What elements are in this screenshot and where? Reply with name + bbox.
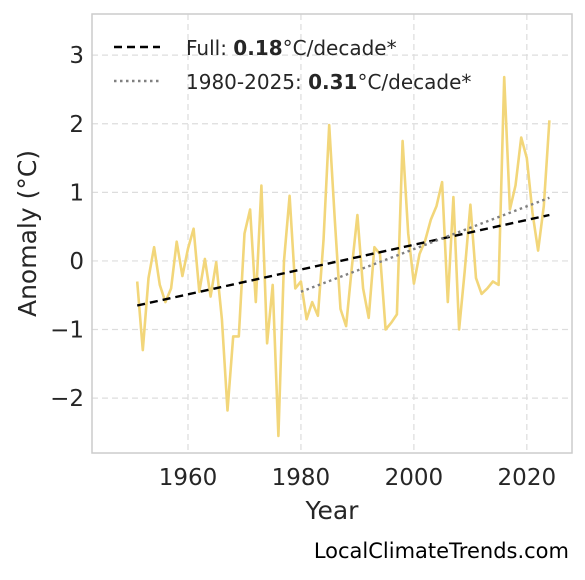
legend-full-rate: 0.18 [233,36,282,60]
legend-recent-unit: °C/decade* [357,70,471,94]
plot-frame [91,13,573,454]
y-tick-label: −1 [50,318,84,344]
legend-recent-entry: 1980-2025: 0.31°C/decade* [186,70,471,94]
tick-labels: 1960 1980 2000 2020 −2 −1 0 1 2 3 [50,43,556,491]
y-tick-label: −2 [50,386,84,412]
legend-full-label: Full: [186,36,233,60]
y-tick-label: 1 [69,180,84,206]
recent-trend-line [300,196,550,293]
x-axis-title: Year [305,496,360,525]
chart: 1960 1980 2000 2020 −2 −1 0 1 2 3 Year Anomaly (°… [13,13,573,525]
x-tick-label: 1980 [272,465,331,491]
y-tick-label: 2 [69,112,84,138]
x-tick-label: 2000 [385,465,444,491]
anomaly-line [135,75,551,438]
x-tick-label: 2020 [498,465,557,491]
y-tick-label: 0 [69,249,84,275]
legend-full-unit: °C/decade* [283,36,397,60]
y-axis-title: Anomaly (°C) [13,150,42,317]
x-tick-label: 1960 [159,465,218,491]
legend-full-entry: Full: 0.18°C/decade* [186,36,397,60]
legend-recent-rate: 0.31 [308,70,357,94]
legend-recent-label: 1980-2025: [186,70,308,94]
series-layer [135,75,551,438]
watermark-text: LocalClimateTrends.com [313,539,569,563]
full-trend-line [136,213,550,307]
y-tick-label: 3 [69,43,84,69]
legend: Full: 0.18°C/decade* 1980-2025: 0.31°C/d… [114,36,471,94]
